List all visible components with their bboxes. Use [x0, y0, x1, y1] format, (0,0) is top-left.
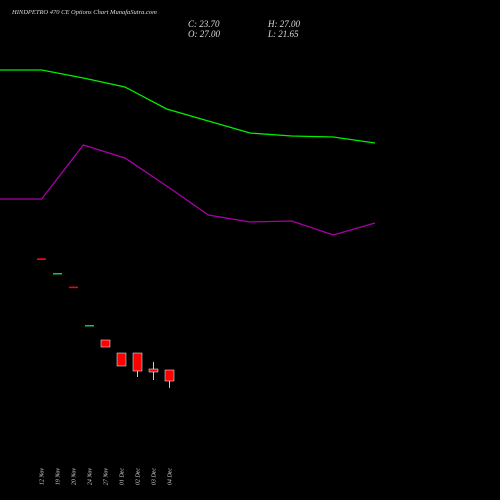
open-label: O: 27.00	[188, 29, 220, 39]
candle-body	[37, 258, 46, 260]
x-tick-label: 01 Dec	[120, 468, 126, 485]
x-tick-label: 27 Nov	[104, 468, 110, 486]
moving-average-line	[0, 144, 376, 236]
candle-body	[100, 339, 111, 348]
candle-body	[116, 352, 127, 367]
chart-title: HINDPETRO 470 CE Options Chart MunafaSut…	[11, 9, 157, 16]
candle-body	[85, 325, 94, 327]
x-tick-label: 12 Nov	[40, 468, 46, 486]
x-tick-label: 20 Nov	[72, 468, 78, 486]
candle-body	[69, 286, 78, 289]
x-tick-label: 02 Dec	[136, 468, 142, 485]
low-label: L: 21.65	[267, 29, 299, 39]
candle-body	[148, 368, 159, 373]
x-tick-label: 03 Dec	[152, 468, 158, 485]
close-label: C: 23.70	[188, 19, 220, 29]
x-tick-label: 19 Nov	[56, 468, 62, 486]
high-label: H: 27.00	[267, 19, 300, 29]
moving-average-line	[0, 69, 376, 144]
candle-body	[164, 369, 175, 382]
x-tick-label: 24 Nov	[87, 468, 94, 486]
x-tick-label: 04 Dec	[167, 468, 174, 485]
candle-body	[132, 352, 143, 372]
candle-body	[53, 273, 62, 275]
